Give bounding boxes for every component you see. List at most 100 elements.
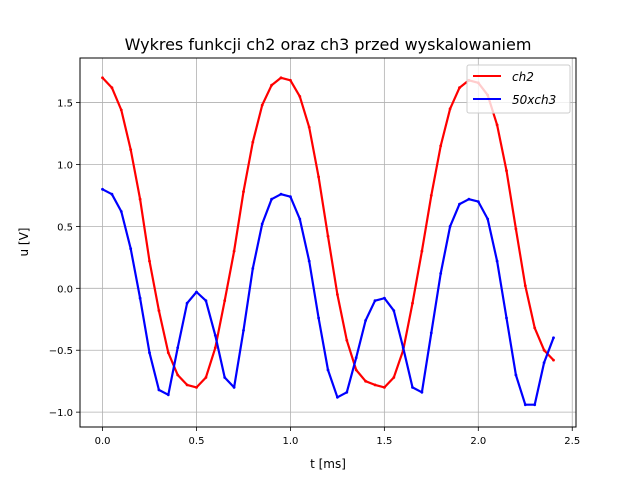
tick-layer: 0.0 0.5 1.0 1.5 2.0 2.5 −1.0 −0.5 0.0 0.5 1.0 1.5 <box>49 99 580 447</box>
data-point-ch2 <box>317 175 320 179</box>
data-point-ch2 <box>495 123 499 127</box>
data-point-ch2 <box>157 309 161 312</box>
data-point-ch2 <box>552 358 555 362</box>
data-point-50xch3 <box>166 393 170 397</box>
data-point-50xch3 <box>383 296 386 300</box>
x-tick-label: 2.0 <box>470 436 486 447</box>
data-point-50xch3 <box>458 202 461 206</box>
data-point-ch2 <box>213 346 217 350</box>
data-point-50xch3 <box>289 195 292 199</box>
data-point-50xch3 <box>505 316 508 320</box>
data-point-50xch3 <box>495 259 499 263</box>
data-point-ch2 <box>270 83 273 87</box>
data-point-50xch3 <box>401 346 405 350</box>
data-point-ch2 <box>373 383 377 387</box>
legend-label-50xch3: 50xch3 <box>512 93 556 107</box>
data-point-50xch3 <box>157 388 161 392</box>
data-point-ch2 <box>232 249 236 253</box>
data-point-50xch3 <box>232 386 236 389</box>
data-point-50xch3 <box>448 225 452 228</box>
chart-title: Wykres funkcji ch2 oraz ch3 przed wyskal… <box>125 35 532 54</box>
data-point-50xch3 <box>260 222 264 226</box>
data-point-ch2 <box>204 376 208 379</box>
grid-layer <box>80 58 576 427</box>
data-point-ch2 <box>223 299 227 303</box>
data-point-50xch3 <box>110 192 114 196</box>
data-point-50xch3 <box>213 334 217 337</box>
data-point-50xch3 <box>279 192 283 196</box>
data-point-50xch3 <box>364 319 367 322</box>
data-point-ch2 <box>364 379 367 383</box>
data-point-ch2 <box>148 259 151 263</box>
data-point-50xch3 <box>345 390 349 394</box>
data-point-50xch3 <box>514 373 518 377</box>
data-point-ch2 <box>260 103 264 107</box>
data-point-50xch3 <box>195 290 198 294</box>
data-point-ch2 <box>251 140 255 144</box>
data-point-ch2 <box>514 227 518 231</box>
data-point-50xch3 <box>429 331 433 335</box>
data-point-ch2 <box>392 376 396 379</box>
data-point-50xch3 <box>392 309 396 312</box>
data-point-ch2 <box>505 169 508 173</box>
data-point-ch2 <box>345 338 349 342</box>
y-tick-label: 0.5 <box>57 222 73 233</box>
data-point-50xch3 <box>138 296 142 300</box>
data-point-ch2 <box>195 386 198 389</box>
data-point-50xch3 <box>523 403 527 407</box>
data-point-ch2 <box>101 76 104 80</box>
legend: ch2 50xch3 <box>466 64 571 114</box>
x-tick-label: 0.0 <box>95 436 111 447</box>
data-point-ch2 <box>166 351 170 355</box>
data-point-50xch3 <box>373 299 377 303</box>
y-tick-label: −1.0 <box>49 408 73 419</box>
data-point-ch2 <box>110 86 114 90</box>
x-axis-label: t [ms] <box>310 457 346 471</box>
y-axis-label: u [V] <box>17 228 31 257</box>
x-tick-label: 1.0 <box>282 436 298 447</box>
data-point-ch2 <box>533 326 537 330</box>
plot-layer <box>101 76 555 407</box>
data-point-50xch3 <box>307 259 311 263</box>
data-point-50xch3 <box>223 376 227 379</box>
data-point-ch2 <box>289 78 292 82</box>
data-point-ch2 <box>279 76 283 80</box>
data-point-50xch3 <box>317 316 320 320</box>
data-point-50xch3 <box>185 301 189 305</box>
data-point-50xch3 <box>242 329 245 332</box>
data-point-ch2 <box>326 234 330 238</box>
x-tick-label: 1.5 <box>376 436 392 447</box>
y-tick-label: 0.0 <box>57 284 73 295</box>
data-point-50xch3 <box>552 336 555 340</box>
data-point-50xch3 <box>533 403 537 407</box>
data-point-ch2 <box>307 125 311 129</box>
data-point-50xch3 <box>176 346 180 350</box>
data-point-50xch3 <box>129 247 133 251</box>
data-point-50xch3 <box>298 217 302 221</box>
data-point-50xch3 <box>101 187 104 191</box>
plot-frame <box>79 57 577 428</box>
data-point-ch2 <box>429 194 433 197</box>
data-point-ch2 <box>129 148 133 152</box>
data-point-ch2 <box>523 284 527 288</box>
y-tick-label: 1.5 <box>57 99 73 110</box>
data-point-50xch3 <box>420 390 424 394</box>
data-point-50xch3 <box>476 200 480 204</box>
data-point-ch2 <box>383 386 386 389</box>
data-point-ch2 <box>119 108 123 112</box>
data-point-50xch3 <box>148 351 151 355</box>
data-point-50xch3 <box>326 368 330 372</box>
data-point-50xch3 <box>542 361 546 364</box>
data-point-ch2 <box>411 301 414 305</box>
data-point-50xch3 <box>486 217 490 221</box>
data-point-ch2 <box>458 86 461 90</box>
data-point-50xch3 <box>411 386 414 389</box>
y-tick-label: −0.5 <box>49 346 73 357</box>
data-point-50xch3 <box>467 197 471 201</box>
data-point-ch2 <box>298 95 302 98</box>
data-point-50xch3 <box>336 395 339 399</box>
data-point-ch2 <box>420 249 424 253</box>
data-point-50xch3 <box>251 267 255 270</box>
data-point-50xch3 <box>204 299 208 303</box>
